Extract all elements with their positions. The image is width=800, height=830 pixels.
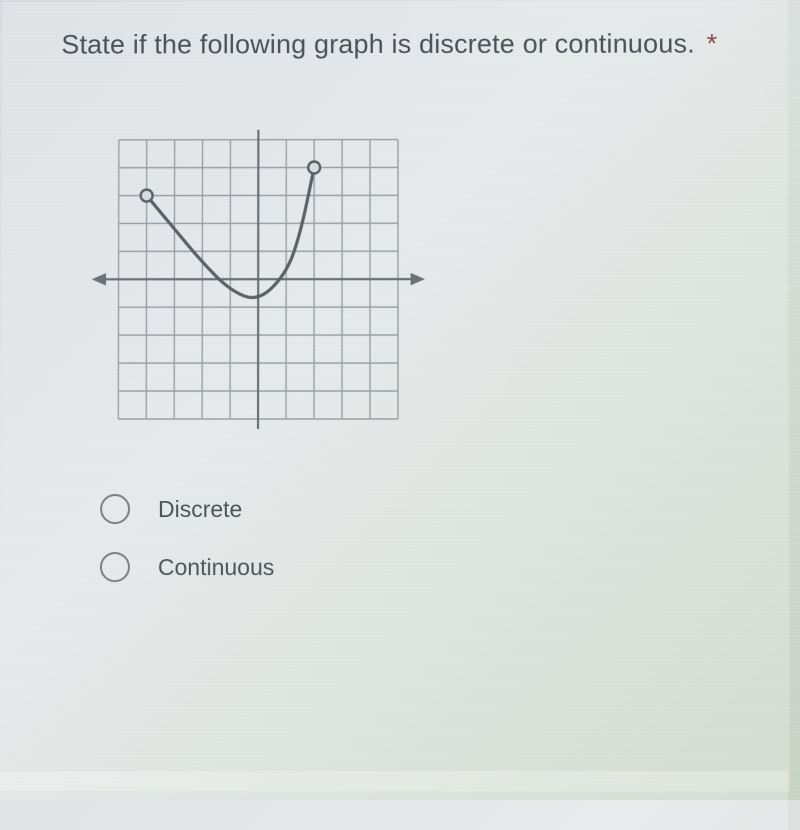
- radio-icon: [100, 552, 130, 582]
- graph-svg: [88, 130, 428, 429]
- question-text: State if the following graph is discrete…: [61, 29, 747, 61]
- next-card-peek: [0, 770, 788, 830]
- required-asterisk: *: [707, 29, 718, 59]
- option-label: Continuous: [158, 554, 274, 581]
- option-discrete[interactable]: Discrete: [100, 494, 749, 524]
- question-card: State if the following graph is discrete…: [0, 1, 790, 792]
- options-group: Discrete Continuous: [100, 494, 749, 582]
- radio-icon: [100, 494, 130, 524]
- option-label: Discrete: [158, 496, 242, 523]
- question-label: State if the following graph is discrete…: [61, 29, 695, 60]
- option-continuous[interactable]: Continuous: [100, 552, 749, 582]
- graph-image: [88, 129, 748, 434]
